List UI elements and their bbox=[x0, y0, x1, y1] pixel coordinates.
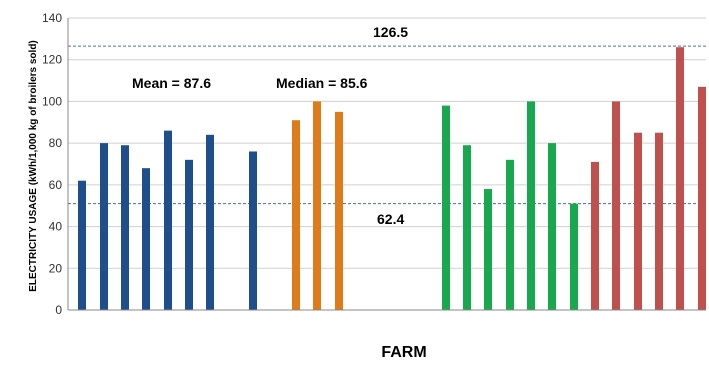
y-tick-label: 0 bbox=[55, 303, 62, 317]
y-tick-label: 140 bbox=[42, 11, 62, 25]
bar bbox=[185, 159, 193, 310]
bar bbox=[121, 145, 129, 310]
bar bbox=[634, 132, 642, 310]
bar bbox=[442, 105, 450, 310]
bar bbox=[484, 189, 492, 310]
bar bbox=[78, 180, 86, 310]
bar bbox=[506, 159, 514, 310]
x-axis-label: FARM bbox=[381, 344, 426, 361]
reference-lines bbox=[68, 45, 706, 205]
upper-reference-label: 126.5 bbox=[373, 24, 408, 40]
bar bbox=[698, 86, 706, 310]
mean-annotation: Mean = 87.6 bbox=[132, 75, 211, 91]
bar bbox=[527, 101, 535, 310]
bar bbox=[570, 203, 578, 310]
median-annotation: Median = 85.6 bbox=[276, 75, 368, 91]
bar bbox=[612, 101, 620, 310]
y-tick-label: 20 bbox=[49, 261, 63, 275]
bars bbox=[78, 47, 706, 310]
bar bbox=[655, 132, 663, 310]
bar bbox=[142, 168, 150, 310]
y-axis-label: ELECTRICITY USAGE (kWh/1,000 kg of broil… bbox=[28, 40, 39, 292]
y-tick-label: 100 bbox=[42, 94, 62, 108]
y-tick-label: 80 bbox=[49, 136, 63, 150]
y-tick-label: 60 bbox=[49, 178, 63, 192]
bar bbox=[292, 120, 300, 310]
bar bbox=[463, 145, 471, 310]
bar bbox=[335, 111, 343, 310]
lower-reference-label: 62.4 bbox=[377, 211, 404, 227]
bar bbox=[206, 134, 214, 310]
gridlines bbox=[68, 17, 706, 269]
bar bbox=[100, 143, 108, 310]
bar bbox=[676, 47, 684, 310]
bar bbox=[249, 151, 257, 310]
bar bbox=[548, 143, 556, 310]
bar bbox=[313, 101, 321, 310]
bar bbox=[591, 161, 599, 310]
y-tick-label: 120 bbox=[42, 53, 62, 67]
y-tick-label: 40 bbox=[49, 220, 63, 234]
bar bbox=[164, 130, 172, 310]
y-axis-ticks: 0 20 40 60 80 100 120 140 bbox=[42, 11, 62, 317]
